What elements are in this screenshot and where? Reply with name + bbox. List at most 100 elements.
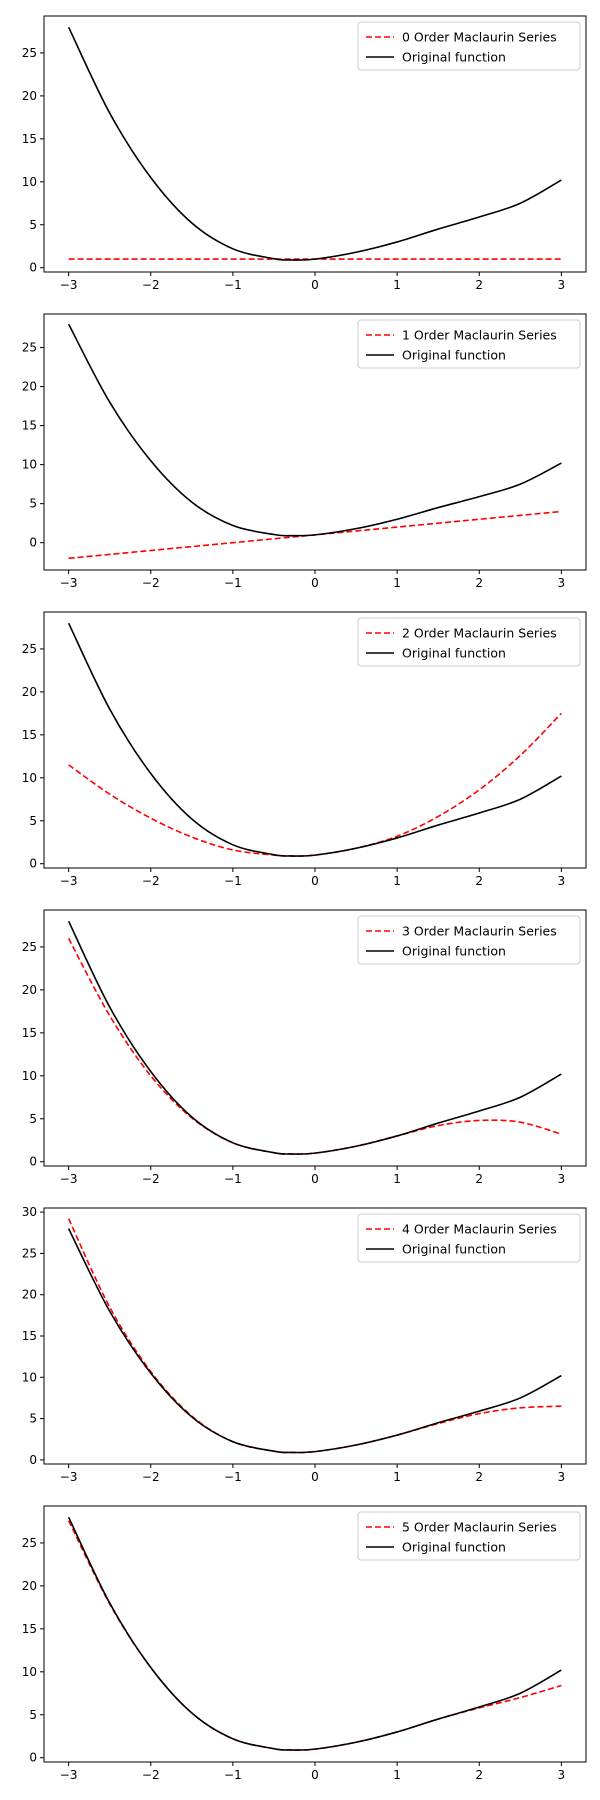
legend-box: [357, 319, 581, 369]
y-tick-label: 25: [22, 46, 37, 60]
subplot-2: −3 −2 −1 0 1 2 3 0 5 10 15 20 25 2 Order Maclaurin Se…: [22, 611, 587, 888]
x-tick-label: −1: [224, 874, 242, 888]
legend-5: 5 Order Maclaurin Series Original functio…: [357, 1511, 581, 1561]
x-tick-label: −1: [224, 1172, 242, 1186]
legend-2: 2 Order Maclaurin Series Original functio…: [357, 617, 581, 667]
y-tick-label: 0: [29, 261, 37, 275]
series-line-1-1: [67, 323, 562, 537]
x-tick-label: 3: [558, 576, 566, 590]
x-tick-label: 0: [311, 576, 319, 590]
legend-3: 3 Order Maclaurin Series Original functio…: [357, 915, 581, 965]
x-tick-label: 0: [311, 874, 319, 888]
y-tick-label: 15: [22, 132, 37, 146]
x-tick-label: 3: [558, 278, 566, 292]
x-tick-label: 1: [393, 278, 401, 292]
y-tick-label: 10: [22, 1665, 37, 1679]
x-tick-label: −2: [142, 874, 160, 888]
legend-entry: 1 Order Maclaurin Series: [402, 328, 557, 343]
x-tick-label: 2: [475, 1470, 483, 1484]
x-tick-label: 1: [393, 1172, 401, 1186]
x-tick-label: −3: [60, 576, 78, 590]
y-tick-label: 5: [29, 1412, 37, 1426]
x-tick-label: −2: [142, 278, 160, 292]
y-tick-label: 15: [22, 1026, 37, 1040]
legend-entry: Original function: [402, 1242, 506, 1257]
subplot-5: −3 −2 −1 0 1 2 3 0 5 10 15 20 25 5 Order Maclaurin Se…: [22, 1505, 587, 1782]
x-tick-label: 3: [558, 1768, 566, 1782]
y-tick-label: 10: [22, 1069, 37, 1083]
y-tick-label: 5: [29, 1112, 37, 1126]
legend-box: [357, 1511, 581, 1561]
legend-entry: Original function: [402, 944, 506, 959]
x-tick-label: −3: [60, 278, 78, 292]
x-tick-label: 3: [558, 1470, 566, 1484]
y-tick-label: 25: [22, 940, 37, 954]
legend-entry: 2 Order Maclaurin Series: [402, 626, 557, 641]
subplot-0: −3 −2 −1 0 1 2 3 0 5 10 15 20 25 0 Order Maclaurin Se…: [22, 15, 587, 292]
x-tick-label: 2: [475, 278, 483, 292]
x-tick-label: 2: [475, 1768, 483, 1782]
legend-entry: Original function: [402, 348, 506, 363]
y-tick-label: 20: [22, 983, 37, 997]
x-tick-label: −2: [142, 1172, 160, 1186]
x-tick-label: −2: [142, 576, 160, 590]
legend-entry: 3 Order Maclaurin Series: [402, 924, 557, 939]
legend-box: [357, 617, 581, 667]
x-tick-label: 2: [475, 874, 483, 888]
series-line-3-1: [67, 920, 562, 1155]
y-tick-label: 25: [22, 642, 37, 656]
legend-box: [357, 1213, 581, 1263]
x-tick-label: 3: [558, 1172, 566, 1186]
x-tick-label: 2: [475, 1172, 483, 1186]
series-line-2-1: [67, 622, 562, 857]
y-tick-label: 15: [22, 419, 37, 433]
x-tick-label: −2: [142, 1470, 160, 1484]
x-tick-label: 0: [311, 1470, 319, 1484]
subplot-3: −3 −2 −1 0 1 2 3 0 5 10 15 20 25 3 Order Maclaurin Se…: [22, 909, 587, 1186]
legend-entry: 5 Order Maclaurin Series: [402, 1520, 557, 1535]
legend-1: 1 Order Maclaurin Series Original functio…: [357, 319, 581, 369]
x-tick-label: −1: [224, 576, 242, 590]
y-tick-label: 20: [22, 89, 37, 103]
y-tick-label: 5: [29, 218, 37, 232]
x-tick-label: −3: [60, 1172, 78, 1186]
x-tick-label: 0: [311, 1768, 319, 1782]
y-tick-label: 25: [22, 1536, 37, 1550]
y-tick-label: 15: [22, 1329, 37, 1343]
x-tick-label: 0: [311, 278, 319, 292]
y-tick-label: 15: [22, 728, 37, 742]
y-tick-label: 10: [22, 1370, 37, 1384]
y-tick-label: 5: [29, 497, 37, 511]
x-tick-label: 1: [393, 1768, 401, 1782]
y-tick-label: 20: [22, 380, 37, 394]
series-line-4-0: [67, 1218, 562, 1454]
y-tick-label: 25: [22, 1246, 37, 1260]
series-line-2-0: [68, 712, 562, 857]
legend-entry: 4 Order Maclaurin Series: [402, 1222, 557, 1237]
y-tick-label: 20: [22, 1579, 37, 1593]
legend-entry: Original function: [402, 1540, 506, 1555]
x-tick-label: 2: [475, 576, 483, 590]
y-tick-label: 0: [29, 1453, 37, 1467]
y-tick-label: 0: [29, 1751, 37, 1765]
x-tick-label: −3: [60, 874, 78, 888]
legend-box: [357, 915, 581, 965]
series-line-3-0: [67, 937, 562, 1155]
series-line-0-1: [67, 26, 562, 261]
y-tick-label: 0: [29, 536, 37, 550]
y-tick-label: 20: [22, 1288, 37, 1302]
legend-box: [357, 21, 581, 71]
legend-0: 0 Order Maclaurin Series Original functio…: [357, 21, 581, 71]
y-tick-label: 20: [22, 685, 37, 699]
y-tick-label: 0: [29, 857, 37, 871]
x-tick-label: 3: [558, 874, 566, 888]
y-tick-label: 5: [29, 814, 37, 828]
series-line-4-1: [67, 1228, 562, 1454]
legend-entry: Original function: [402, 50, 506, 65]
legend-entry: Original function: [402, 646, 506, 661]
y-tick-label: 10: [22, 771, 37, 785]
series-line-5-1: [67, 1516, 562, 1751]
x-tick-label: −3: [60, 1470, 78, 1484]
